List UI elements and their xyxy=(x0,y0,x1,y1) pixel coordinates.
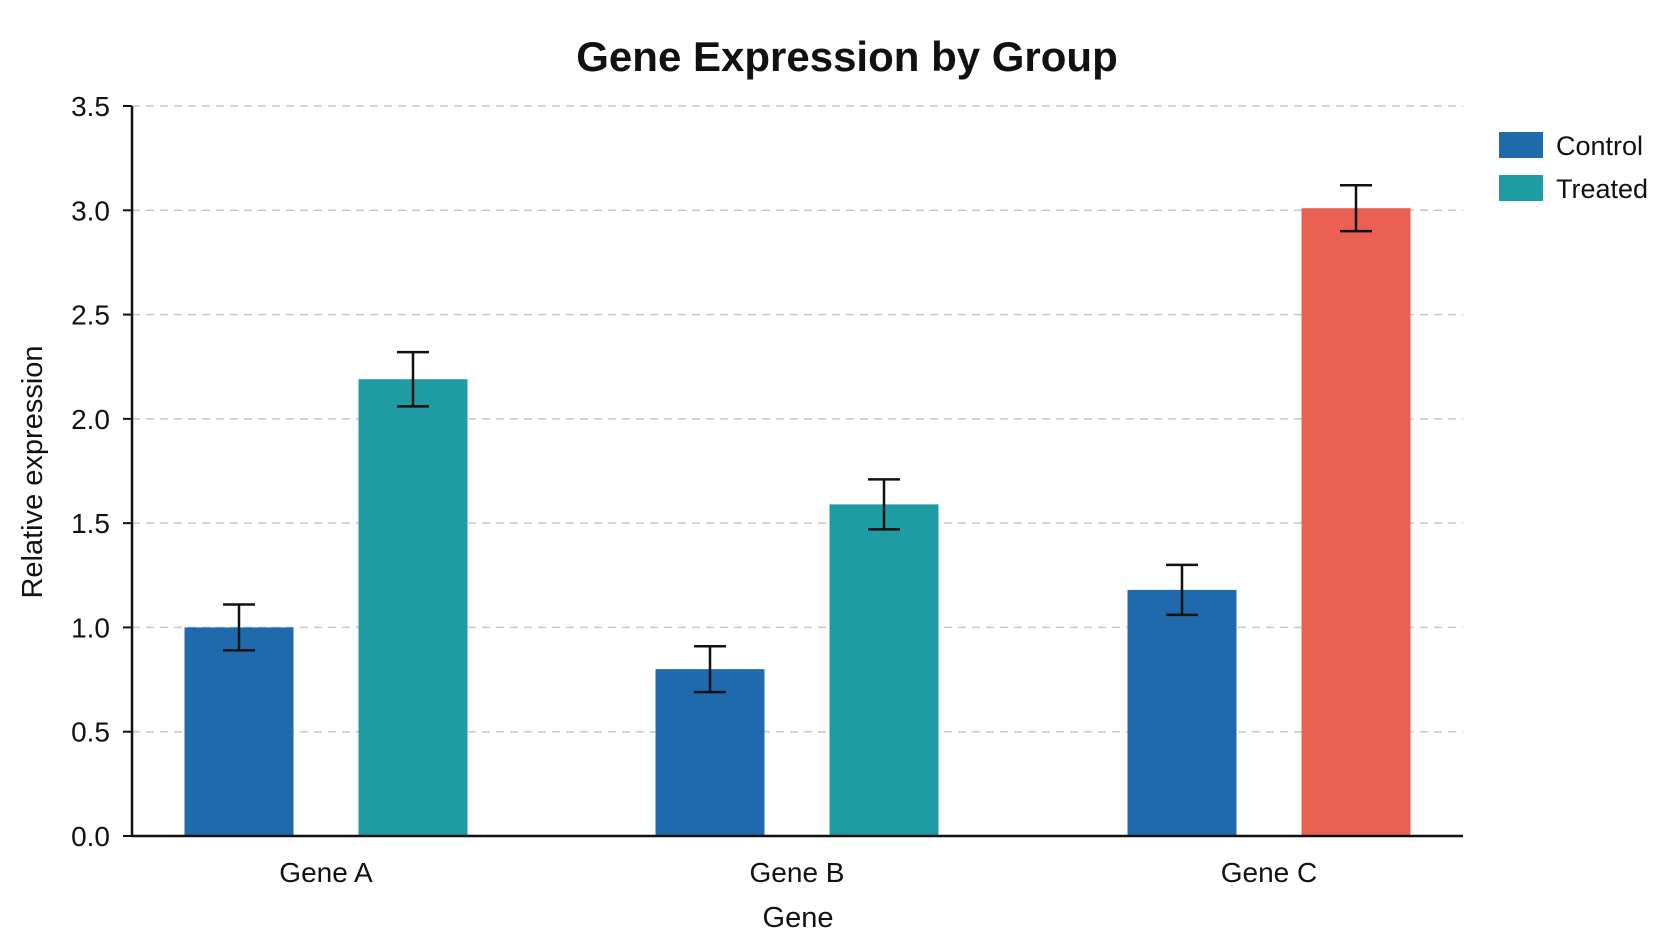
x-axis-label: Gene xyxy=(763,902,834,934)
legend-label-treated: Treated xyxy=(1556,174,1648,204)
x-ticks: Gene A Gene B Gene C xyxy=(279,857,1317,888)
gridlines xyxy=(132,105,1463,733)
legend-label-control: Control xyxy=(1556,131,1643,161)
y-tick-label: 3.5 xyxy=(71,91,110,122)
y-ticks: 0.0 0.5 1.0 1.5 2.0 2.5 3.0 3.5 xyxy=(71,91,132,852)
x-tick-label: Gene B xyxy=(750,857,845,888)
bar-treated-1 xyxy=(358,379,468,836)
y-axis-label: Relative expression xyxy=(17,345,49,598)
error-bar xyxy=(694,644,726,694)
y-tick-label: 1.5 xyxy=(71,508,110,539)
legend: Control Treated xyxy=(1499,131,1648,204)
x-tick-label: Gene C xyxy=(1221,857,1318,888)
bar-treated-2 xyxy=(829,504,939,836)
x-tick-label: Gene A xyxy=(279,857,373,888)
bar-control-3 xyxy=(1127,589,1237,836)
error-bar xyxy=(1340,184,1372,233)
error-bar xyxy=(868,478,900,531)
error-bar xyxy=(1166,563,1198,617)
y-tick-label: 3.0 xyxy=(71,195,110,226)
bar-control-1 xyxy=(184,627,294,836)
bars xyxy=(184,208,1411,836)
y-tick-label: 0.5 xyxy=(71,717,110,748)
legend-swatch-treated xyxy=(1499,175,1543,201)
bar-control-2 xyxy=(655,669,765,836)
y-tick-label: 2.5 xyxy=(71,300,110,331)
error-bar xyxy=(223,603,255,652)
error-bars xyxy=(223,184,1372,694)
error-bar xyxy=(397,350,429,408)
bar-treated-3 xyxy=(1301,208,1411,836)
chart-title: Gene Expression by Group xyxy=(576,33,1117,80)
y-tick-label: 2.0 xyxy=(71,404,110,435)
legend-swatch-control xyxy=(1499,132,1543,158)
y-tick-label: 0.0 xyxy=(71,821,110,852)
y-tick-label: 1.0 xyxy=(71,612,110,643)
